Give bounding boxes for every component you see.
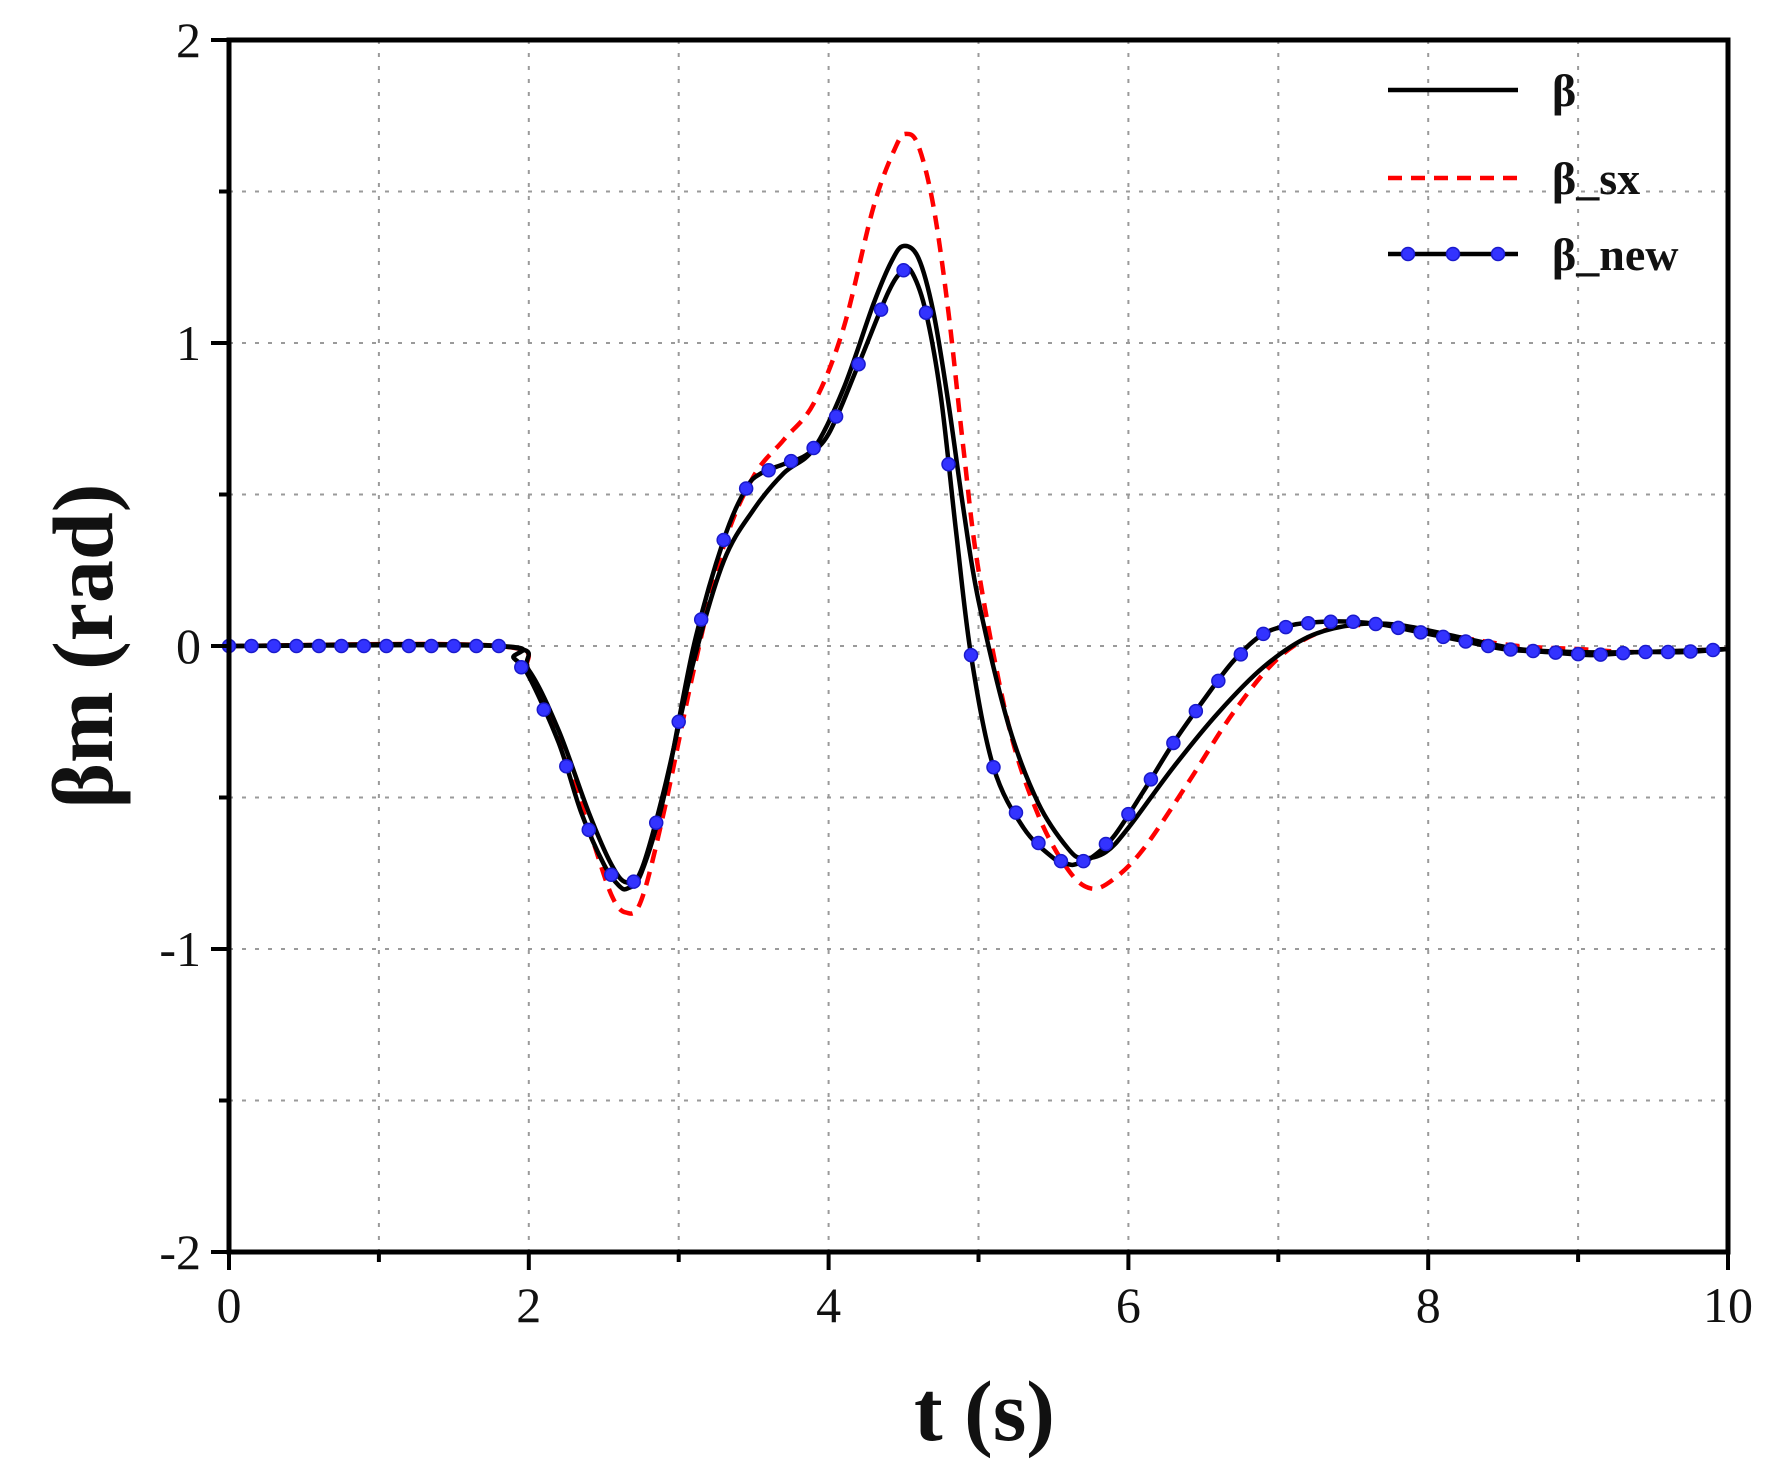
data-point-marker [1301, 616, 1316, 631]
data-point-marker [783, 453, 799, 469]
data-point-marker [1256, 626, 1271, 642]
data-point-marker [896, 263, 911, 278]
data-point-marker [379, 638, 394, 654]
data-point-marker [311, 638, 327, 654]
data-point-marker [1458, 634, 1473, 649]
data-point-marker [716, 532, 731, 548]
data-point-marker [1076, 853, 1091, 869]
data-point-marker [1346, 614, 1361, 630]
data-point-marker [738, 481, 754, 496]
data-point-marker [1705, 642, 1721, 658]
data-point-marker [1031, 835, 1046, 851]
data-point-marker [1188, 703, 1204, 719]
data-point-marker [1323, 614, 1339, 630]
data-point-marker [1233, 647, 1249, 662]
data-point-marker [266, 638, 282, 654]
data-point-marker [603, 867, 619, 883]
data-point-marker [244, 638, 259, 654]
y-tick-label: -2 [159, 1224, 201, 1280]
data-point-marker [851, 356, 866, 372]
data-point-marker [941, 456, 956, 472]
data-point-marker [289, 638, 304, 654]
series-layer [221, 131, 1729, 916]
legend-marker [1400, 246, 1416, 262]
data-point-marker [1390, 620, 1406, 636]
data-point-marker [671, 714, 686, 729]
data-point-marker [559, 758, 574, 774]
legend-item: β [1388, 65, 1576, 116]
data-point-marker [1480, 638, 1496, 654]
x-tick-label: 2 [516, 1277, 541, 1333]
legend-marker [1490, 246, 1506, 262]
data-point-marker [401, 638, 417, 654]
legend-item: β_sx [1388, 153, 1640, 204]
legend-label: β_new [1552, 229, 1678, 280]
data-point-marker [1615, 645, 1631, 661]
series-markers-2 [221, 263, 1721, 889]
data-point-marker [986, 759, 1001, 775]
legend-marker [1445, 246, 1461, 262]
data-point-marker [581, 822, 597, 838]
y-tick-label: -1 [159, 921, 201, 977]
data-point-marker [1166, 735, 1181, 751]
data-point-marker [1278, 619, 1294, 635]
data-point-marker [1368, 616, 1383, 632]
data-point-marker [963, 647, 979, 663]
data-point-marker [1570, 646, 1586, 662]
data-point-marker [1121, 806, 1136, 822]
y-tick-label: 0 [176, 618, 201, 674]
data-point-marker [761, 463, 776, 478]
y-axis-title: βm (rad) [35, 484, 131, 809]
x-tick-label: 4 [816, 1277, 841, 1333]
legend-label: β [1552, 65, 1576, 116]
data-point-marker [828, 409, 844, 424]
data-point-marker [1660, 644, 1676, 660]
data-point-marker [491, 638, 507, 654]
data-point-marker [356, 638, 372, 654]
data-point-marker [918, 305, 934, 320]
series-line-0 [228, 243, 1729, 886]
data-point-marker [1053, 853, 1069, 869]
x-tick-label: 0 [217, 1277, 242, 1333]
data-point-marker [1413, 625, 1428, 640]
data-point-marker [1008, 805, 1024, 820]
data-point-marker [1683, 644, 1698, 659]
data-point-marker [1593, 647, 1608, 662]
data-point-marker [648, 815, 664, 830]
data-point-marker [1098, 836, 1114, 852]
data-point-marker [334, 638, 349, 654]
data-point-marker [424, 638, 439, 654]
legend-label: β_sx [1552, 153, 1640, 204]
x-axis-title: t (s) [914, 1363, 1055, 1459]
x-tick-label: 10 [1703, 1277, 1753, 1333]
data-point-marker [626, 874, 641, 889]
data-point-marker [446, 638, 462, 654]
data-point-marker [1503, 642, 1518, 657]
x-tick-label: 8 [1416, 1277, 1441, 1333]
data-point-marker [873, 302, 889, 317]
data-point-marker [806, 440, 821, 456]
axis-ticks: 0 2 4 6 8 10 -2 -1 0 1 2 [159, 12, 1753, 1333]
data-point-marker [1435, 629, 1451, 645]
data-point-marker [1143, 772, 1159, 787]
data-point-marker [1548, 645, 1563, 660]
data-point-marker [536, 702, 552, 717]
data-point-marker [1525, 643, 1541, 659]
x-tick-label: 6 [1116, 1277, 1141, 1333]
data-point-marker [1211, 673, 1226, 689]
y-tick-label: 1 [176, 315, 201, 371]
data-point-marker [1638, 644, 1653, 660]
data-point-marker [469, 638, 484, 654]
y-tick-label: 2 [176, 12, 201, 68]
legend: β β_sx β_new [1388, 65, 1678, 280]
data-point-marker [693, 612, 709, 627]
legend-item: β_new [1388, 229, 1678, 280]
data-point-marker [514, 659, 529, 675]
